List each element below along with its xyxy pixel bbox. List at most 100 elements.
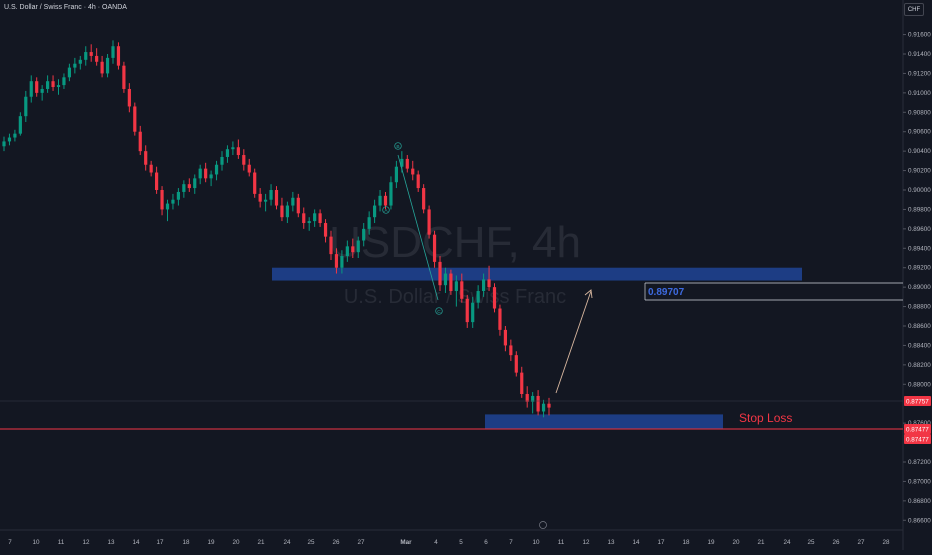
candle-body — [176, 191, 180, 200]
candle-body — [422, 188, 426, 210]
candle-body — [427, 209, 431, 235]
candle-body — [351, 246, 355, 253]
time-tick-label: 10 — [532, 539, 540, 546]
candle-body — [182, 184, 186, 192]
price-tick-label: 0.91600 — [908, 32, 931, 39]
stop-loss-badge-1 — [904, 424, 931, 434]
stop-loss-price-label-2: 0.87477 — [906, 437, 929, 444]
price-tick-label: 0.87200 — [908, 459, 931, 466]
candle-body — [67, 67, 71, 78]
candle-body — [411, 168, 415, 175]
candle-body — [498, 308, 502, 330]
candle-body — [378, 195, 382, 206]
candle-body — [383, 195, 388, 206]
price-tick-label: 0.88600 — [908, 323, 931, 330]
candle-body — [13, 133, 17, 138]
currency-badge[interactable]: CHF — [904, 3, 924, 16]
candle-body — [73, 63, 77, 68]
candle-body — [323, 223, 328, 237]
candle-body — [225, 149, 230, 157]
wave-label-circle — [394, 142, 402, 150]
time-tick-label: 17 — [657, 539, 665, 546]
watermark-name: U.S. Dollar / Swiss Franc — [344, 286, 566, 308]
time-tick-label: 18 — [682, 539, 690, 546]
candle-body — [127, 88, 131, 107]
candle-body — [416, 174, 420, 189]
candle-body — [487, 279, 491, 288]
candle-body — [318, 213, 322, 224]
candle-body — [443, 273, 448, 286]
candle-body — [367, 217, 371, 229]
candle-body — [111, 46, 115, 58]
demand-zone — [485, 414, 723, 429]
price-tick-label: 0.89000 — [908, 284, 931, 291]
time-tick-label: 21 — [257, 539, 265, 546]
price-tick-label: 0.90800 — [908, 109, 931, 116]
candle-body — [345, 246, 349, 257]
candle-body — [231, 147, 235, 150]
candle-body — [253, 172, 257, 194]
candle-body — [258, 193, 262, 202]
price-tick-label: 0.87000 — [908, 478, 931, 485]
projection-arrow-line — [555, 290, 592, 394]
candle-body — [264, 199, 268, 202]
time-tick-label: 24 — [783, 539, 791, 546]
candle-body — [46, 81, 50, 89]
stop-loss-badge-2 — [904, 434, 931, 444]
price-tick-label: 0.88400 — [908, 342, 931, 349]
candle-body — [389, 182, 393, 206]
candle-body — [89, 52, 93, 56]
price-tick-label: 0.89800 — [908, 206, 931, 213]
candle-body — [95, 55, 99, 62]
time-tick-label: 20 — [232, 539, 240, 546]
candle-body — [307, 221, 311, 224]
price-tick-label: 0.89200 — [908, 265, 931, 272]
stop-loss-label: Stop Loss — [739, 411, 792, 425]
wave-label: C — [437, 309, 441, 315]
candle-body — [313, 213, 317, 222]
time-tick-label: 7 — [8, 539, 12, 546]
candle-body — [187, 184, 191, 189]
candle-body — [84, 52, 88, 60]
candle-body — [520, 372, 524, 394]
projection-arrow-head — [584, 289, 593, 299]
candle-body — [509, 345, 513, 356]
candle-body — [503, 329, 507, 346]
time-tick-label: 13 — [607, 539, 615, 546]
candle-body — [160, 190, 164, 210]
time-tick-label: 17 — [156, 539, 164, 546]
price-tick-label: 0.86600 — [908, 517, 931, 524]
candle-body — [122, 65, 126, 89]
price-tick-label: 0.91400 — [908, 51, 931, 58]
target-price-label: 0.89707 — [648, 287, 685, 298]
resistance-zone — [272, 267, 802, 281]
candle-body — [116, 46, 121, 66]
time-tick-label: 25 — [307, 539, 315, 546]
time-tick-label: 21 — [757, 539, 765, 546]
candle-body — [149, 164, 153, 173]
wave-label-circle — [435, 307, 443, 315]
candle-body — [547, 403, 551, 408]
candle-body — [56, 85, 61, 88]
candle-body — [35, 81, 39, 93]
time-tick-label: 12 — [582, 539, 590, 546]
candle-body — [438, 261, 442, 286]
candle-body — [214, 164, 219, 175]
candle-body — [100, 61, 104, 74]
price-tick-label: 0.91200 — [908, 70, 931, 77]
time-tick-label: 13 — [107, 539, 115, 546]
time-tick-label: 25 — [807, 539, 815, 546]
candle-body — [492, 287, 497, 309]
time-tick-label: 6 — [484, 539, 488, 546]
candle-body — [220, 156, 224, 165]
candle-body — [165, 203, 170, 210]
candle-body — [394, 166, 398, 183]
time-tick-label: 14 — [132, 539, 140, 546]
candle-body — [476, 291, 480, 303]
symbol-header[interactable]: U.S. Dollar / Swiss Franc · 4h · OANDA — [4, 4, 127, 11]
price-tick-label: 0.88800 — [908, 304, 931, 311]
candle-body — [334, 254, 339, 268]
candle-body — [171, 199, 175, 204]
